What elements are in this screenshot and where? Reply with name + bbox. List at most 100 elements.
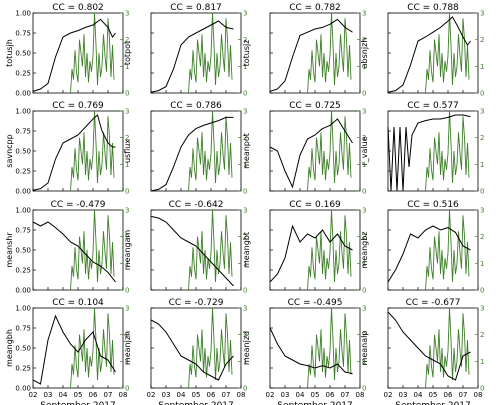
y2-tick-label: 0 xyxy=(362,188,366,196)
y-axis-label: meangam xyxy=(123,230,132,271)
y-tick-label: 0.75 xyxy=(15,227,31,235)
parameter-series-line xyxy=(32,18,116,92)
y-axis-label: totusjz xyxy=(242,40,251,67)
y-tick-label: 0.50 xyxy=(15,148,31,156)
panel-r_value: CC = 0.577 r_value 0 1 2 3 xyxy=(360,101,484,196)
x-axis-label: September 2017 xyxy=(158,401,234,405)
x-tick-label: 08 xyxy=(474,391,483,399)
y2-tick-label: 2 xyxy=(362,36,366,44)
y-tick-label: 1.00 xyxy=(15,305,31,313)
y2-tick-label: 2 xyxy=(125,331,129,339)
x-tick-label: 02 xyxy=(266,391,275,399)
y-axis-label: meanshr xyxy=(5,232,14,268)
x-axis-label: September 2017 xyxy=(40,401,116,405)
panel-title: CC = 0.516 xyxy=(407,200,459,210)
y2-tick-label: 2 xyxy=(243,331,247,339)
x-axis-label: September 2017 xyxy=(277,401,353,405)
x-tick-label: 04 xyxy=(296,391,305,399)
panel-title: CC = -0.729 xyxy=(169,298,224,308)
x-tick-label: 03 xyxy=(44,391,53,399)
parameter-series-line xyxy=(32,221,116,283)
x-tick-label: 02 xyxy=(384,391,393,399)
x-tick-label: 04 xyxy=(414,391,423,399)
panel-meanjzd: CC = -0.495meanjzd012302030405060708Sept… xyxy=(242,298,366,405)
x-tick-label: 05 xyxy=(429,391,438,399)
y2-tick-label: 2 xyxy=(243,233,247,241)
y2-tick-label: 2 xyxy=(243,134,247,142)
x-tick-label: 06 xyxy=(207,391,216,399)
y2-tick-label: 0 xyxy=(243,90,247,98)
parameter-series-line xyxy=(387,114,471,192)
y-axis-label: savncpp xyxy=(5,134,14,167)
y2-tick-label: 0 xyxy=(480,385,484,393)
panel-absnjzh: CC = 0.788 absnjzh 0 1 2 3 xyxy=(360,3,484,98)
y2-tick-label: 1 xyxy=(480,358,484,366)
y2-tick-label: 3 xyxy=(362,108,366,116)
y2-tick-label: 3 xyxy=(362,207,366,215)
y2-tick-label: 1 xyxy=(125,161,129,169)
y-tick-label: 1.00 xyxy=(15,10,31,18)
y2-tick-label: 0 xyxy=(125,90,129,98)
panel-meangbz: CC = 0.516 meangbz 0 1 2 3 xyxy=(360,200,484,295)
x-tick-label: 03 xyxy=(281,391,290,399)
y2-tick-label: 0 xyxy=(480,287,484,295)
parameter-series-line xyxy=(387,16,471,93)
y2-tick-label: 1 xyxy=(362,358,366,366)
x-tick-label: 07 xyxy=(222,391,231,399)
flare-series-line xyxy=(188,12,233,94)
parameter-series-line xyxy=(150,215,234,287)
y2-tick-label: 3 xyxy=(243,207,247,215)
y2-tick-label: 1 xyxy=(125,260,129,268)
y-axis-label: meangbh xyxy=(5,329,14,367)
y2-tick-label: 2 xyxy=(480,36,484,44)
y-tick-label: 0.75 xyxy=(15,128,31,136)
y2-tick-label: 0 xyxy=(125,287,129,295)
y2-tick-label: 0 xyxy=(362,385,366,393)
y-tick-label: 0.00 xyxy=(15,385,31,393)
flare-series-line xyxy=(70,307,115,389)
x-tick-label: 03 xyxy=(162,391,171,399)
y-axis-label: r_value xyxy=(360,136,369,165)
x-tick-label: 08 xyxy=(119,391,128,399)
flare-series-line xyxy=(307,12,352,94)
y2-tick-label: 1 xyxy=(480,63,484,71)
panel-title: CC = 0.802 xyxy=(52,3,104,13)
y2-tick-label: 0 xyxy=(362,90,366,98)
y2-tick-label: 3 xyxy=(480,108,484,116)
y2-tick-label: 0 xyxy=(243,188,247,196)
x-tick-label: 05 xyxy=(192,391,201,399)
flare-series-line xyxy=(307,110,352,192)
y2-tick-label: 0 xyxy=(480,188,484,196)
y2-tick-label: 1 xyxy=(480,161,484,169)
y-tick-label: 0.25 xyxy=(15,365,31,373)
y2-tick-label: 3 xyxy=(243,108,247,116)
y2-tick-label: 0 xyxy=(125,385,129,393)
panel-meanalp: CC = -0.677meanalp012302030405060708Sept… xyxy=(360,298,484,405)
x-tick-label: 06 xyxy=(326,391,335,399)
y-axis-label: meanjzd xyxy=(242,331,251,365)
panel-meangbt: CC = 0.169 meangbt 0 1 2 3 xyxy=(242,200,366,295)
parameter-series-line xyxy=(269,18,353,92)
y2-tick-label: 1 xyxy=(243,358,247,366)
y2-tick-label: 3 xyxy=(125,10,129,18)
y2-tick-label: 3 xyxy=(362,305,366,313)
parameter-series-line xyxy=(269,118,353,189)
y2-tick-label: 2 xyxy=(362,233,366,241)
y-tick-label: 1.00 xyxy=(15,207,31,215)
panel-title: CC = -0.677 xyxy=(406,298,461,308)
panel-meangam: CC = -0.642 meangam 0 1 2 3 xyxy=(123,200,247,295)
x-tick-label: 02 xyxy=(147,391,156,399)
panel-usflux: CC = 0.786 usflux 0 1 2 3 xyxy=(123,101,247,196)
y-axis-label: totpot xyxy=(123,41,132,65)
y-tick-label: 0.00 xyxy=(15,90,31,98)
panel-totusjh: CC = 0.802 totusjh 0.00 0.25 0.50 0.75 1.00 0 1 2… xyxy=(5,3,129,98)
y-axis-label: meanalp xyxy=(360,331,369,366)
flare-series-line xyxy=(307,307,352,389)
panel-title: CC = 0.577 xyxy=(407,101,459,111)
y2-tick-label: 1 xyxy=(243,63,247,71)
parameter-series-line xyxy=(32,314,116,385)
y2-tick-label: 2 xyxy=(480,233,484,241)
x-tick-label: 05 xyxy=(74,391,83,399)
y2-tick-label: 1 xyxy=(125,358,129,366)
